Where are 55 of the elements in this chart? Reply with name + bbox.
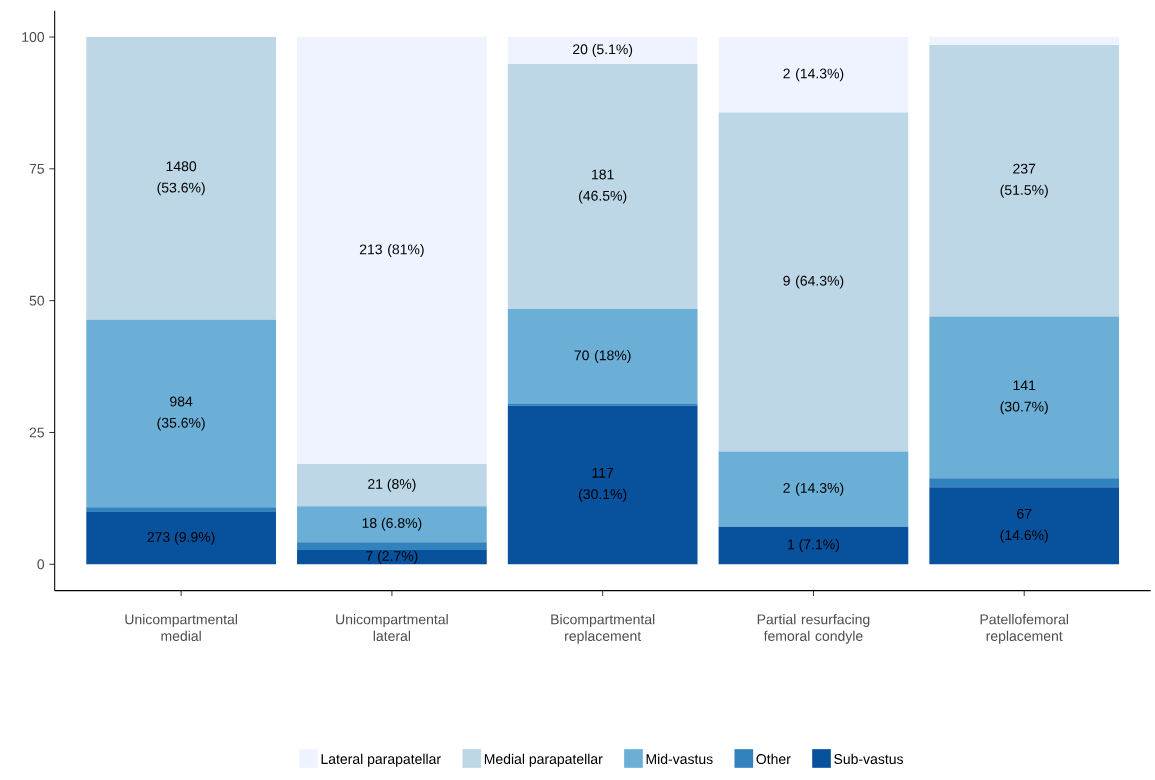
- data-label: 237 (51.5%): [1000, 163, 1048, 198]
- x-tick-label: Bicompartmental replacement: [551, 614, 655, 644]
- bar: [507, 37, 698, 64]
- data-label: 1 (7.1%): [788, 539, 839, 553]
- data-label: 273 (9.9%): [147, 531, 215, 545]
- bar: [507, 309, 698, 404]
- bar: [929, 37, 1120, 45]
- legend-label: Medial parapatellar: [484, 753, 603, 767]
- bar: [507, 63, 698, 310]
- x-tick-label: Patellofemoral replacement: [980, 614, 1069, 644]
- data-label: 18 (6.8%): [362, 517, 422, 531]
- bar: [929, 44, 1120, 317]
- bar: [507, 405, 698, 565]
- bar: [297, 542, 487, 551]
- bar: [718, 37, 909, 113]
- bar: [297, 506, 487, 543]
- bar: [86, 37, 276, 320]
- data-label: 7 (2.7%): [366, 550, 418, 564]
- data-label: 67 (14.6%): [1000, 508, 1048, 543]
- x-tick-label: Unicompartmental medial: [125, 614, 237, 641]
- bar: [929, 487, 1120, 565]
- y-tick-label: 0: [37, 559, 45, 570]
- y-tick-label: 75: [29, 163, 45, 174]
- bar: [929, 478, 1120, 488]
- bar: [718, 526, 909, 565]
- bar: [929, 316, 1120, 479]
- data-label: 141 (30.7%): [1000, 380, 1048, 415]
- data-label: 2 (14.3%): [783, 68, 844, 82]
- bar: [86, 512, 276, 565]
- bar: [297, 464, 487, 507]
- data-label: 21 (8%): [368, 478, 416, 492]
- x-tick-label: Partial resurfacing femoral condyle: [757, 614, 870, 644]
- data-label: 984 (35.6%): [157, 396, 205, 431]
- bar: [297, 550, 487, 565]
- data-label: 9 (64.3%): [783, 275, 844, 289]
- bar: [86, 507, 276, 513]
- legend-label: Lateral parapatellar: [321, 753, 441, 767]
- data-label: 213 (81%): [359, 244, 424, 258]
- data-label: 1480 (53.6%): [157, 161, 205, 196]
- data-label: 117 (30.1%): [579, 468, 627, 502]
- data-label: 2 (14.3%): [783, 482, 844, 496]
- legend-label: Mid-vastus: [646, 753, 713, 765]
- x-tick-label: Unicompartmental lateral: [336, 614, 448, 641]
- bar: [718, 451, 909, 527]
- bar: [86, 319, 276, 508]
- y-tick-label: 50: [29, 295, 45, 306]
- data-label: 181 (46.5%): [579, 169, 627, 204]
- data-label: 70 (18%): [574, 350, 631, 364]
- y-tick-label: 100: [22, 32, 45, 42]
- bar: [718, 112, 909, 452]
- legend-label: Other: [756, 753, 791, 765]
- legend-label: Sub-vastus: [834, 753, 904, 765]
- y-tick-label: 25: [29, 427, 45, 438]
- bar: [297, 37, 487, 465]
- data-label: 20 (5.1%): [573, 43, 633, 57]
